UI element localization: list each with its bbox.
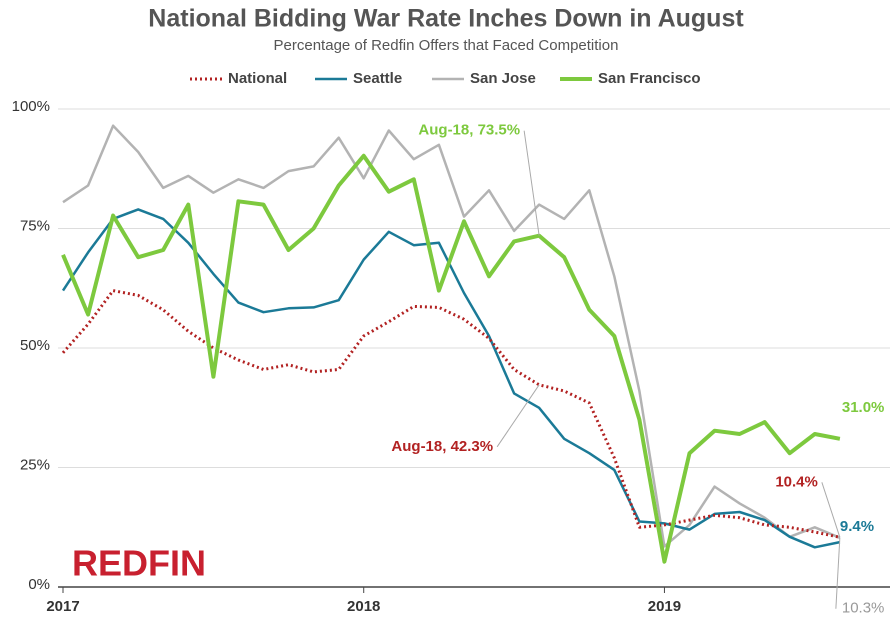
legend-label: San Francisco (598, 70, 701, 87)
x-tick-label: 2017 (46, 598, 79, 615)
leader-line (821, 482, 841, 538)
data-label: Aug-18, 42.3% (391, 438, 493, 455)
logo: REDFIN (72, 543, 206, 584)
y-tick-label: 25% (20, 456, 50, 473)
y-tick-label: 50% (20, 337, 50, 354)
legend-label: San Jose (470, 70, 536, 87)
data-label: 9.4% (840, 518, 874, 535)
legend-label: National (228, 70, 287, 87)
series-line (62, 124, 841, 548)
x-tick-label: 2018 (347, 598, 380, 615)
y-tick-label: 100% (12, 98, 50, 115)
y-tick-label: 0% (28, 576, 50, 593)
y-tick-label: 75% (20, 217, 50, 234)
x-tick-label: 2019 (648, 598, 681, 615)
chart-subtitle: Percentage of Redfin Offers that Faced C… (274, 37, 619, 54)
leader-line (496, 384, 540, 448)
series-line (61, 153, 841, 564)
data-label: 31.0% (842, 399, 885, 416)
series-line (61, 289, 841, 539)
leader-line (523, 130, 540, 236)
legend-label: Seattle (353, 70, 402, 87)
data-label: 10.3% (842, 600, 885, 617)
data-label: Aug-18, 73.5% (418, 122, 520, 139)
data-label: 10.4% (775, 473, 818, 490)
leader-line (835, 537, 841, 609)
chart-title: National Bidding War Rate Inches Down in… (148, 5, 744, 33)
series-line (61, 208, 841, 549)
